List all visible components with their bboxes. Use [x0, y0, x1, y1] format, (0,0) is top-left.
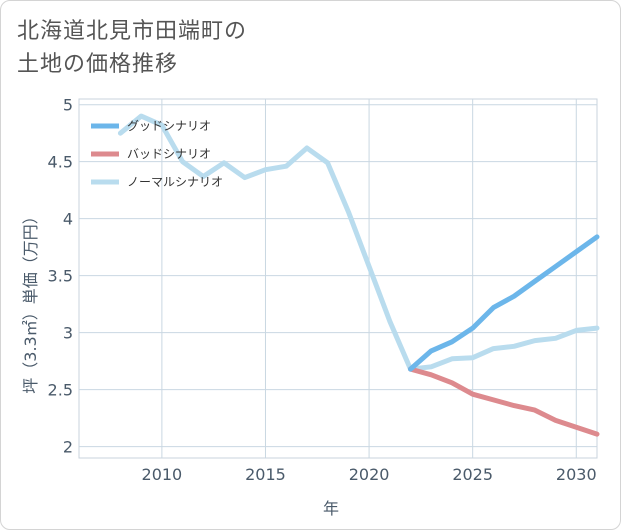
- x-tick-label: 2015: [245, 465, 286, 484]
- x-tick-label: 2020: [349, 465, 390, 484]
- x-tick-label: 2030: [556, 465, 597, 484]
- series-line-1: [408, 234, 600, 372]
- title-line-1: 北海道北見市田端町の: [17, 19, 248, 44]
- x-axis-title: 年: [323, 499, 339, 518]
- y-axis-title: 坪（3.3㎡）単価（万円）: [21, 208, 40, 393]
- y-tick-label: 3.5: [48, 267, 73, 286]
- legend-label: バッドシナリオ: [127, 147, 211, 161]
- y-tick-label: 4: [63, 210, 73, 229]
- chart-title: 北海道北見市田端町の 土地の価格推移: [17, 15, 417, 81]
- title-line-2: 土地の価格推移: [17, 52, 179, 77]
- y-tick-label: 5: [63, 96, 73, 115]
- series-line-3: [117, 113, 600, 372]
- legend-label: グッドシナリオ: [127, 119, 211, 133]
- legend-label: ノーマルシナリオ: [127, 175, 223, 189]
- x-tick-label: 2010: [142, 465, 183, 484]
- plot-frame: [78, 98, 598, 459]
- x-tick-label: 2025: [452, 465, 493, 484]
- y-tick-label: 4.5: [48, 153, 73, 172]
- y-tick-label: 3: [63, 324, 73, 343]
- series-lines: [117, 113, 600, 437]
- series-line-2: [408, 366, 600, 437]
- grid: [78, 98, 598, 459]
- tick-labels: 2010 2015 2020 2025 2030 2 2.5 3 3.5 4 4.5 5: [48, 96, 597, 484]
- y-tick-label: 2.5: [48, 381, 73, 400]
- y-tick-label: 2: [63, 438, 73, 457]
